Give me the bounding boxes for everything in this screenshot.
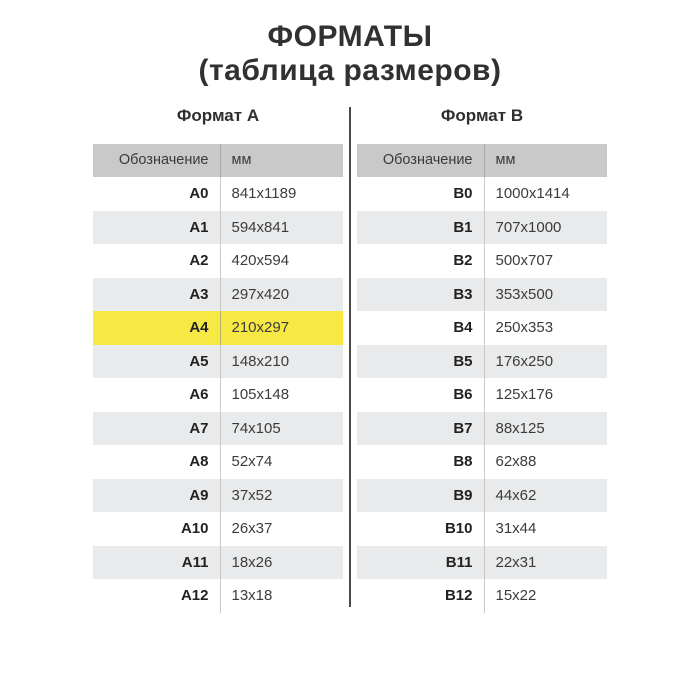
format-a-heading: Формат А xyxy=(176,106,260,125)
column-header-mm: мм xyxy=(495,152,516,168)
format-code: B11 xyxy=(357,545,485,579)
column-header-designation: Обозначение xyxy=(93,144,221,177)
format-b-body: B0 1000x1414 B1 707x1000 B2 500x707 B3 3… xyxy=(357,177,607,613)
table-row: B5 176x250 xyxy=(357,344,607,378)
table-row: A5 148x210 xyxy=(93,344,343,378)
format-code: B12 xyxy=(357,579,485,613)
table-row: A12 13x18 xyxy=(93,579,343,613)
table-row: B10 31x44 xyxy=(357,512,607,546)
format-code: A1 xyxy=(93,210,221,244)
format-size-mm: 707x1000 xyxy=(495,218,562,236)
format-b-table: Формат B Обозначение мм B0 1000x1414 B1 … xyxy=(357,104,607,613)
table-row: B7 88x125 xyxy=(357,411,607,445)
table-row: A10 26x37 xyxy=(93,512,343,546)
format-code: A6 xyxy=(93,378,221,412)
format-code: B0 xyxy=(357,177,485,211)
table-row: B0 1000x1414 xyxy=(357,177,607,211)
format-a-table: Формат А Обозначение мм A0 841x1189 A1 5… xyxy=(93,104,343,613)
format-size-mm: 353x500 xyxy=(495,285,554,303)
format-size-mm: 52x74 xyxy=(231,453,273,470)
format-size-mm: 18x26 xyxy=(231,553,273,571)
format-code: B1 xyxy=(357,210,485,244)
format-code: B10 xyxy=(357,512,485,546)
table-row: B9 44x62 xyxy=(357,478,607,512)
format-code: B7 xyxy=(357,411,485,445)
format-size-mm: 31x44 xyxy=(495,520,537,537)
format-size-mm: 500x707 xyxy=(495,252,554,269)
format-size-mm: 250x353 xyxy=(495,319,554,336)
format-code: B8 xyxy=(357,445,485,479)
format-size-mm: 13x18 xyxy=(231,587,273,604)
table-row: A0 841x1189 xyxy=(93,177,343,211)
table-row: B1 707x1000 xyxy=(357,210,607,244)
format-code: B4 xyxy=(357,311,485,345)
format-size-mm: 44x62 xyxy=(495,486,537,504)
table-row: A6 105x148 xyxy=(93,378,343,412)
column-header-mm: мм xyxy=(231,152,252,168)
format-size-mm: 105x148 xyxy=(231,386,290,403)
table-row: A3 297x420 xyxy=(93,277,343,311)
format-size-mm: 176x250 xyxy=(495,352,554,370)
format-code: B5 xyxy=(357,344,485,378)
table-row: A9 37x52 xyxy=(93,478,343,512)
format-size-mm: 210x297 xyxy=(231,319,290,336)
format-tables: Формат А Обозначение мм A0 841x1189 A1 5… xyxy=(93,104,607,613)
format-code: A7 xyxy=(93,411,221,445)
format-size-mm: 1000x1414 xyxy=(495,185,570,202)
format-code: A4 xyxy=(93,311,221,345)
format-code: A0 xyxy=(93,177,221,211)
format-b-header-row: Обозначение мм xyxy=(357,144,607,177)
format-size-mm: 148x210 xyxy=(231,352,290,370)
table-row: B8 62x88 xyxy=(357,445,607,479)
table-row: B6 125x176 xyxy=(357,378,607,412)
format-code: A10 xyxy=(93,512,221,546)
page-title: ФОРМАТЫ (таблица размеров) xyxy=(0,20,700,88)
format-code: A12 xyxy=(93,579,221,613)
format-code: A8 xyxy=(93,445,221,479)
format-code: B3 xyxy=(357,277,485,311)
format-code: A5 xyxy=(93,344,221,378)
table-row: A11 18x26 xyxy=(93,545,343,579)
format-b-heading: Формат B xyxy=(440,106,524,125)
format-code: A2 xyxy=(93,244,221,278)
format-code: B9 xyxy=(357,478,485,512)
format-size-mm: 88x125 xyxy=(495,419,545,437)
format-code: B2 xyxy=(357,244,485,278)
format-a-header-row: Обозначение мм xyxy=(93,144,343,177)
format-size-mm: 841x1189 xyxy=(231,185,297,202)
table-row: A8 52x74 xyxy=(93,445,343,479)
format-size-mm: 420x594 xyxy=(231,252,290,269)
format-code: A11 xyxy=(93,545,221,579)
format-size-mm: 15x22 xyxy=(495,587,537,604)
format-size-mm: 62x88 xyxy=(495,453,537,470)
table-row: A2 420x594 xyxy=(93,244,343,278)
table-row: B3 353x500 xyxy=(357,277,607,311)
format-size-mm: 594x841 xyxy=(231,218,290,236)
table-row: B2 500x707 xyxy=(357,244,607,278)
center-divider-line xyxy=(349,107,351,607)
format-size-mm: 26x37 xyxy=(231,520,273,537)
title-line-2: (таблица размеров) xyxy=(198,54,502,87)
format-size-mm: 297x420 xyxy=(231,285,290,303)
format-size-mm: 125x176 xyxy=(495,386,554,403)
table-row: A1 594x841 xyxy=(93,210,343,244)
table-row-highlighted-a4: A4 210x297 xyxy=(93,311,343,345)
format-size-mm: 74x105 xyxy=(231,419,281,437)
column-header-designation: Обозначение xyxy=(357,144,485,177)
format-a-body: A0 841x1189 A1 594x841 A2 420x594 A3 297… xyxy=(93,177,343,613)
table-row: B12 15x22 xyxy=(357,579,607,613)
format-code: B6 xyxy=(357,378,485,412)
table-row: A7 74x105 xyxy=(93,411,343,445)
title-line-1: ФОРМАТЫ xyxy=(267,20,433,53)
format-code: A3 xyxy=(93,277,221,311)
format-size-mm: 22x31 xyxy=(495,553,537,571)
table-row: B11 22x31 xyxy=(357,545,607,579)
format-size-mm: 37x52 xyxy=(231,486,273,504)
table-row: B4 250x353 xyxy=(357,311,607,345)
format-code: A9 xyxy=(93,478,221,512)
